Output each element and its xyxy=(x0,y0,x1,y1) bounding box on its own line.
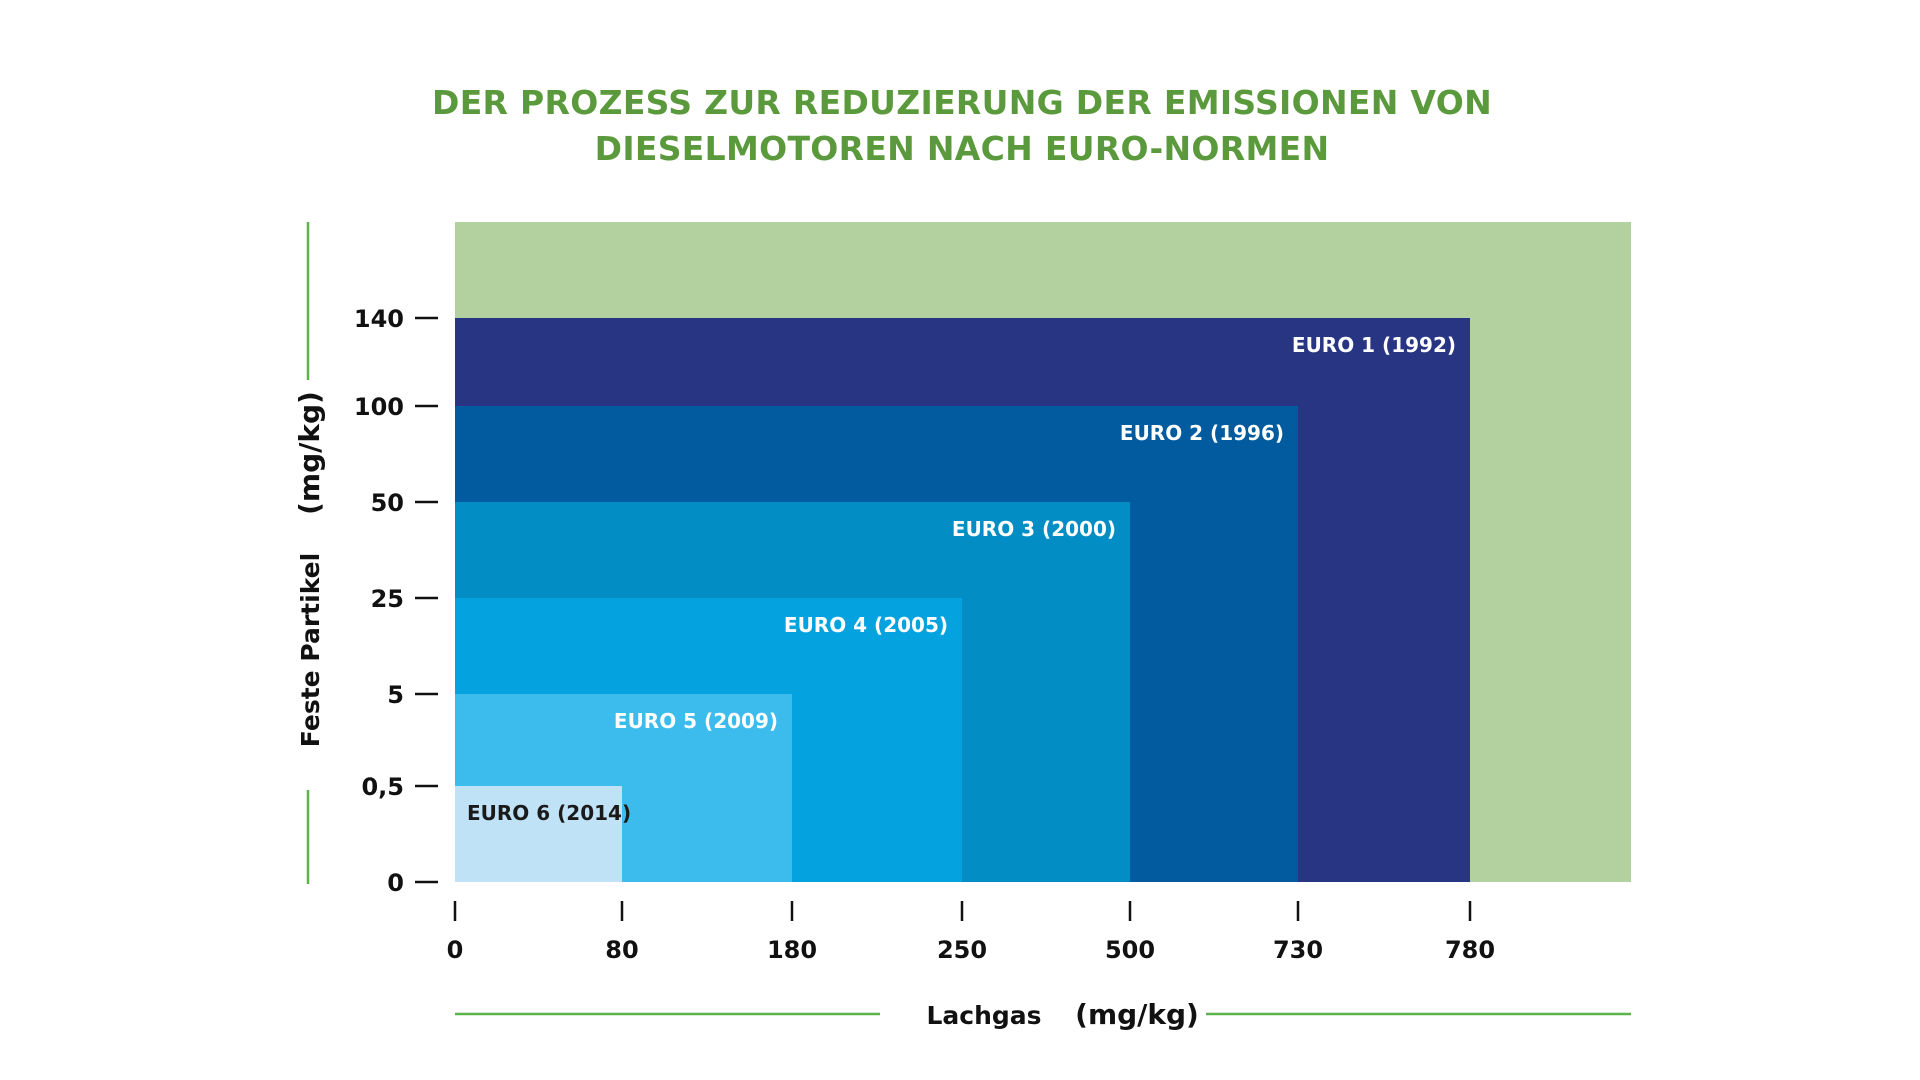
box-label: EURO 2 (1996) xyxy=(1120,421,1284,445)
y-axis-unit: (mg/kg) xyxy=(293,391,326,515)
x-tick-label: 250 xyxy=(937,936,987,964)
y-tick-label: 0 xyxy=(387,869,404,897)
box-euro-6-2014 xyxy=(455,786,622,882)
x-tick-label: 730 xyxy=(1273,936,1323,964)
box-label: EURO 1 (1992) xyxy=(1292,333,1456,357)
x-tick-label: 0 xyxy=(447,936,464,964)
x-axis-unit: (mg/kg) xyxy=(1075,998,1199,1031)
x-tick-label: 780 xyxy=(1445,936,1495,964)
chart-title-line-1: DER PROZESS ZUR REDUZIERUNG DER EMISSION… xyxy=(432,83,1492,122)
y-tick-label: 5 xyxy=(387,681,404,709)
y-tick-label: 0,5 xyxy=(361,773,404,801)
y-axis-title-group: Feste Partikel (mg/kg) xyxy=(293,391,326,747)
y-axis: 0 0,5 5 25 50 100 140 xyxy=(354,305,438,897)
euro-norm-boxes: EURO 1 (1992) EURO 2 (1996) EURO 3 (2000) E… xyxy=(455,318,1470,882)
x-axis: 0 80 180 250 500 730 780 xyxy=(447,901,1495,964)
box-label: EURO 4 (2005) xyxy=(784,613,948,637)
y-axis-title: Feste Partikel xyxy=(296,553,325,747)
y-tick-label: 100 xyxy=(354,393,404,421)
y-tick-label: 25 xyxy=(371,585,404,613)
y-tick-label: 50 xyxy=(371,489,404,517)
chart-title-line-2: DIESELMOTOREN NACH EURO-NORMEN xyxy=(595,129,1330,168)
x-tick-label: 180 xyxy=(767,936,817,964)
box-label: EURO 6 (2014) xyxy=(467,801,631,825)
x-axis-title: Lachgas xyxy=(926,1001,1041,1030)
box-label: EURO 3 (2000) xyxy=(952,517,1116,541)
box-label: EURO 5 (2009) xyxy=(614,709,778,733)
x-tick-label: 500 xyxy=(1105,936,1155,964)
x-tick-label: 80 xyxy=(605,936,638,964)
y-tick-label: 140 xyxy=(354,305,404,333)
